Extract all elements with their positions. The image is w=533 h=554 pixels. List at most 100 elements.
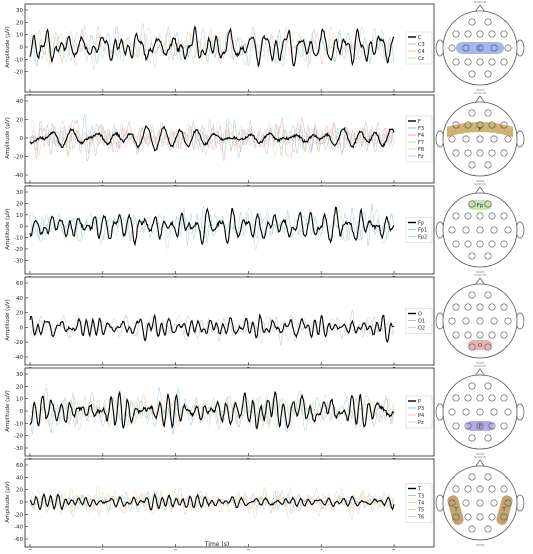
electrode (484, 161, 492, 169)
nasion-label: NASION (474, 182, 486, 186)
electrode (484, 473, 492, 481)
electrode (464, 394, 472, 402)
electrode (484, 70, 492, 78)
series-line-o (29, 312, 395, 344)
y-tick-label: -60 (14, 537, 23, 543)
inion-label: INION (476, 270, 485, 274)
region-highlight-right (496, 495, 513, 525)
y-tick-label: 0 (20, 136, 24, 142)
series-line-f8 (29, 119, 395, 159)
electrode (476, 240, 484, 248)
y-tick-label: 40 (16, 475, 23, 481)
electrode (476, 149, 484, 157)
electrode (464, 485, 472, 493)
y-tick-label: 60 (16, 463, 23, 469)
electrode (476, 394, 484, 402)
head-outline (442, 101, 518, 177)
y-tick-label: -30 (14, 258, 23, 264)
legend-label-f: F (418, 119, 421, 125)
series-line-f4 (29, 117, 395, 162)
y-tick-label: -20 (14, 247, 23, 253)
y-tick-label: 40 (16, 99, 23, 105)
electrode (484, 18, 492, 26)
nasion-label: NASION (474, 273, 486, 277)
electrode (452, 303, 460, 311)
electrode (500, 58, 508, 66)
y-tick-label: 0 (20, 500, 24, 506)
electrode (452, 30, 460, 38)
y-tick-label: 20 (16, 488, 23, 494)
y-tick-label: 30 (16, 8, 23, 14)
y-tick-label: -10 (14, 421, 23, 427)
electrode (464, 58, 472, 66)
legend-label-pz: Pz (418, 420, 424, 426)
y-tick-label: -20 (14, 434, 23, 440)
region-highlight (468, 340, 492, 350)
y-tick-label: 0 (20, 45, 24, 51)
legend-label-cz: Cz (418, 56, 424, 62)
inion-label: INION (476, 179, 485, 183)
y-tick-label: -10 (14, 57, 23, 63)
legend-label-c3: C3 (418, 42, 425, 48)
electrode (452, 485, 460, 493)
legend-label-fz: Fz (418, 154, 424, 160)
region-label: O (478, 343, 483, 349)
y-tick-label: 60 (16, 281, 23, 287)
legend-box (405, 217, 433, 243)
electrode (484, 382, 492, 390)
electrode (468, 70, 476, 78)
electrode (500, 240, 508, 248)
electrode (462, 44, 470, 52)
electrode (448, 44, 456, 52)
electrode (452, 149, 460, 157)
series-line-t5 (29, 484, 395, 521)
y-axis-label: Amplitude (µV) (5, 299, 11, 341)
electrode (476, 121, 484, 129)
legend-label-t4: T4 (417, 501, 424, 507)
electrode (452, 240, 460, 248)
y-tick-label: -20 (14, 340, 23, 346)
electrode (500, 121, 508, 129)
electrode (452, 422, 460, 430)
electrode (488, 485, 496, 493)
legend-label-f8: F8 (418, 147, 424, 153)
x-axis-label: Time (s) (204, 541, 229, 548)
region-highlight (456, 42, 504, 54)
y-tick-label: -40 (14, 355, 23, 361)
y-tick-label: 20 (16, 20, 23, 26)
inion-label: INION (476, 452, 485, 456)
electrode (468, 525, 476, 533)
nose (474, 4, 486, 13)
electrode (476, 58, 484, 66)
electrode (452, 513, 460, 521)
electrode (452, 394, 460, 402)
electrode (500, 149, 508, 157)
electrode (500, 303, 508, 311)
electrode (468, 343, 476, 351)
y-tick-label: -20 (14, 512, 23, 518)
electrode (476, 513, 484, 521)
electrode (468, 291, 476, 299)
series-line-fz (29, 119, 395, 156)
electrode (488, 212, 496, 220)
legend-box (405, 115, 433, 163)
electrode (476, 408, 484, 416)
legend-box (405, 31, 433, 65)
nasion-label: NASION (474, 91, 486, 95)
legend-label-fp: Fp (418, 221, 424, 227)
y-tick-label: 30 (16, 190, 23, 196)
electrode (448, 317, 456, 325)
electrode (462, 135, 470, 143)
electrode (476, 44, 484, 52)
region-label: P (478, 424, 482, 430)
y-tick-label: -20 (14, 155, 23, 161)
legend-label-c4: C4 (418, 49, 425, 55)
electrode (488, 240, 496, 248)
series-line-f (29, 124, 395, 152)
series-line-t (29, 492, 395, 511)
electrode (468, 382, 476, 390)
electrode (476, 331, 484, 339)
